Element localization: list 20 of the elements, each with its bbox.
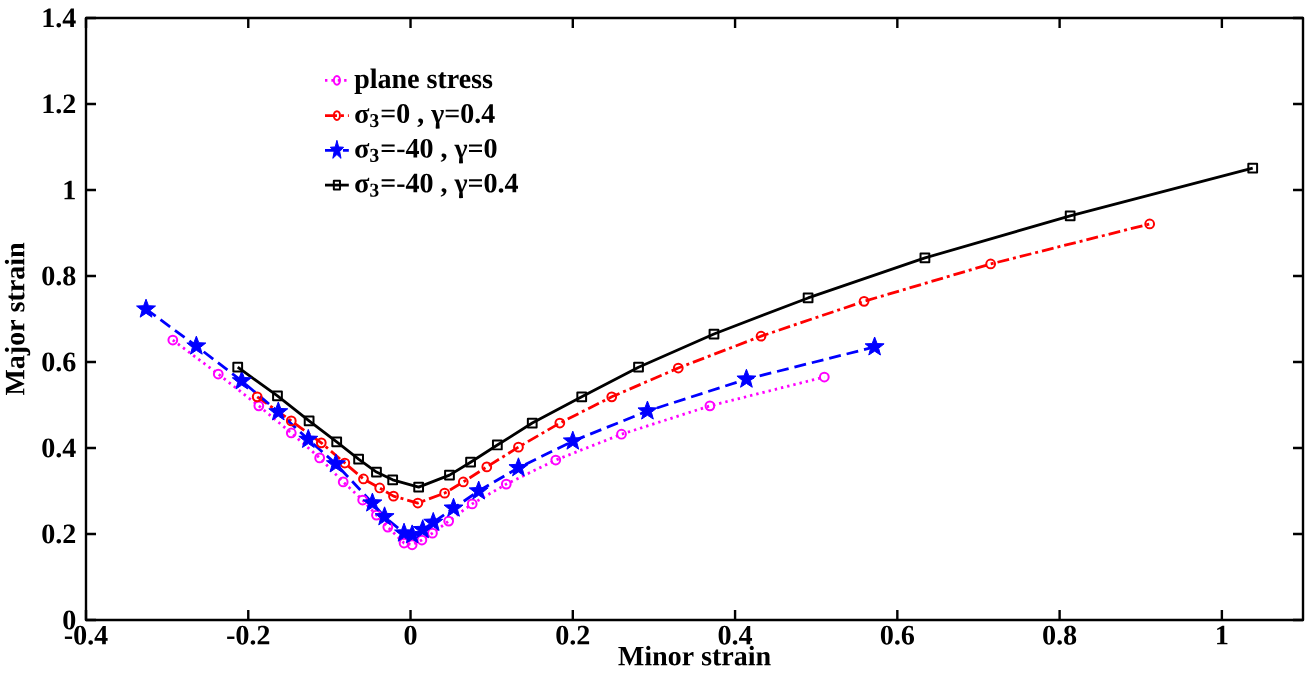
x-axis-title: Minor strain bbox=[618, 645, 771, 666]
x-tick-label: 0.4 bbox=[718, 625, 753, 645]
legend-label: σ$_{3}$=-40 , γ=0 bbox=[355, 138, 497, 164]
legend-label: σ$_{3}$=-40 , γ=0.4 bbox=[355, 173, 519, 199]
y-tick-label: 1.2 bbox=[43, 94, 76, 114]
x-tick-label: 0 bbox=[404, 625, 417, 645]
y-tick-label: 0.6 bbox=[42, 352, 76, 372]
x-tick-label: 0.6 bbox=[880, 625, 915, 645]
x-tick-label: 1 bbox=[1217, 625, 1228, 645]
y-tick-label: 1.4 bbox=[43, 8, 76, 28]
legend-label: σ$_{3}$=0 , γ=0.4 bbox=[355, 104, 495, 129]
y-tick-label: 0.2 bbox=[42, 524, 76, 544]
x-tick-label: -0.2 bbox=[227, 625, 270, 645]
y-tick-label: 0.4 bbox=[42, 438, 76, 458]
legend-label: plane stress bbox=[354, 68, 493, 94]
x-tick-label: 0.8 bbox=[1043, 625, 1077, 645]
y-tick-label: 1 bbox=[64, 180, 75, 200]
x-tick-label: 0.2 bbox=[556, 625, 590, 645]
y-axis-title: Major strain bbox=[4, 242, 31, 396]
y-tick-label: 0.8 bbox=[42, 266, 76, 286]
